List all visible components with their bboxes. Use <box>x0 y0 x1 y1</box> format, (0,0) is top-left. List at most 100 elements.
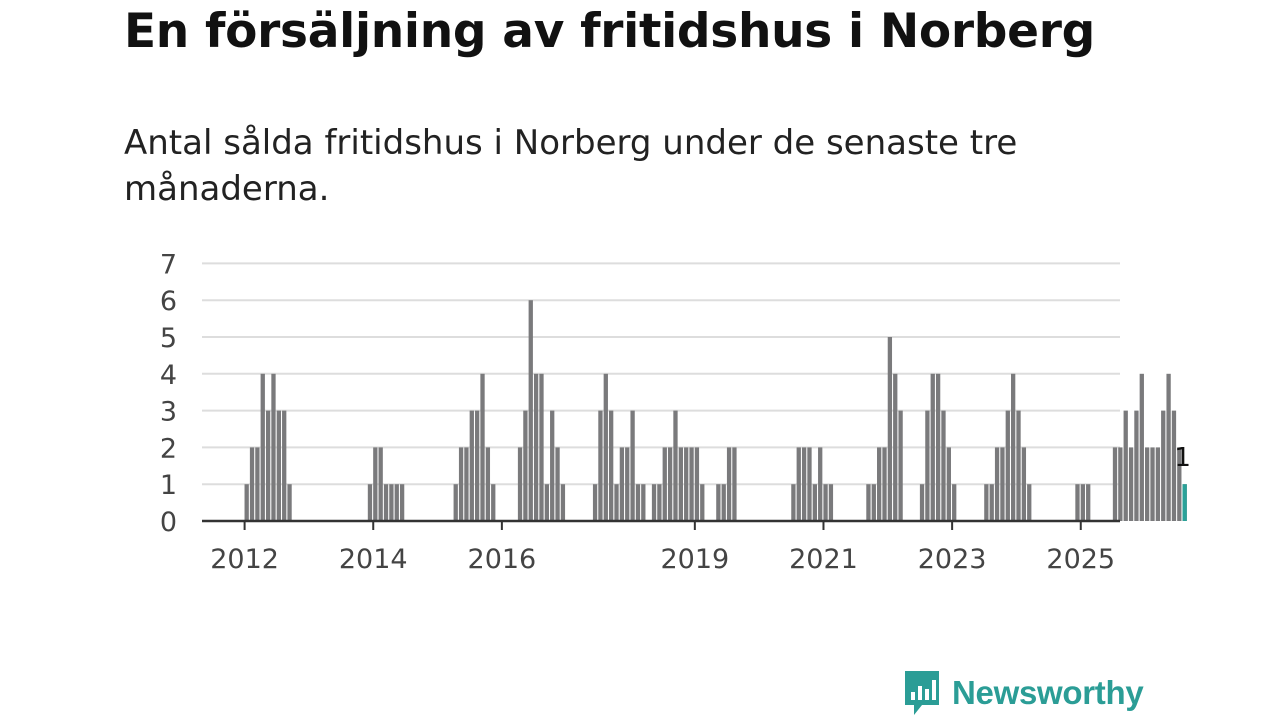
bar <box>1118 447 1123 521</box>
bar <box>694 447 700 521</box>
bar <box>378 447 383 521</box>
bar <box>828 484 834 521</box>
bar <box>1150 447 1155 521</box>
bar <box>1134 410 1139 521</box>
bar <box>925 410 930 521</box>
bar <box>373 447 378 521</box>
bar <box>1155 447 1161 521</box>
bar <box>244 484 249 521</box>
bar <box>1123 410 1128 521</box>
y-tick-label: 3 <box>160 397 177 428</box>
bar <box>394 484 399 521</box>
y-tick-label: 7 <box>160 249 177 280</box>
x-tick-label: 2012 <box>210 544 279 575</box>
bar <box>1112 447 1118 521</box>
highlight-value-label: 1 <box>1174 443 1191 473</box>
bar <box>823 484 828 521</box>
bar <box>801 447 807 521</box>
x-tick-label: 2016 <box>468 544 537 575</box>
y-tick-label: 1 <box>160 470 177 501</box>
bar <box>271 373 276 521</box>
bar-highlight <box>1182 484 1187 521</box>
bar <box>265 410 271 521</box>
bar <box>1128 447 1134 521</box>
bar <box>716 484 721 521</box>
bar <box>1139 373 1144 521</box>
y-tick-label: 0 <box>160 507 177 538</box>
bar <box>287 484 292 521</box>
bar <box>941 410 946 521</box>
bar <box>989 484 994 521</box>
bar <box>700 484 705 521</box>
bar <box>276 410 281 521</box>
bar <box>480 373 485 521</box>
bar <box>539 373 544 521</box>
bar <box>598 410 603 521</box>
bar <box>533 373 539 521</box>
bar <box>667 447 673 521</box>
bar <box>812 484 817 521</box>
bar <box>721 484 726 521</box>
bar <box>930 373 935 521</box>
bar <box>984 484 989 521</box>
chart-gridlines <box>202 262 1120 486</box>
bar <box>1145 447 1150 521</box>
y-tick-label: 2 <box>160 433 177 464</box>
bar <box>592 484 598 521</box>
bar <box>1086 484 1091 521</box>
bar <box>1005 410 1010 521</box>
bar <box>625 447 630 521</box>
bar <box>935 373 941 521</box>
bar <box>603 373 608 521</box>
bar <box>458 447 464 521</box>
bar <box>389 484 394 521</box>
bar <box>919 484 925 521</box>
y-axis-ticks: 0 1 2 3 4 5 6 7 <box>160 249 177 538</box>
bar <box>866 484 871 521</box>
bar <box>630 410 635 521</box>
bar <box>893 373 898 521</box>
bar <box>689 447 694 521</box>
bar <box>796 447 801 521</box>
brand-name: Newsworthy <box>952 674 1144 711</box>
y-tick-label: 5 <box>160 323 177 354</box>
bar <box>651 484 657 521</box>
bar <box>517 447 523 521</box>
y-tick-label: 6 <box>160 286 177 317</box>
x-tick-label: 2014 <box>339 544 408 575</box>
bar <box>523 410 528 521</box>
bar <box>485 447 491 521</box>
bar <box>684 447 689 521</box>
bar <box>560 484 566 521</box>
x-axis-ticks: 2012 2014 2016 2019 2021 2023 2025 <box>210 521 1115 575</box>
y-tick-label: 4 <box>160 360 177 391</box>
bar <box>678 447 683 521</box>
bar <box>528 300 533 521</box>
bar <box>726 447 732 521</box>
bar <box>1011 373 1016 521</box>
bar <box>619 447 625 521</box>
bar <box>882 447 887 521</box>
bar <box>635 484 641 521</box>
bar <box>260 373 265 521</box>
bar <box>1171 410 1177 521</box>
bar <box>255 447 260 521</box>
bar <box>555 447 560 521</box>
bar <box>732 447 737 521</box>
bar <box>282 410 287 521</box>
bar <box>464 447 469 521</box>
bar <box>673 410 678 521</box>
x-tick-label: 2025 <box>1046 544 1115 575</box>
bar <box>641 484 646 521</box>
bar <box>871 484 876 521</box>
newsworthy-logo: Newsworthy <box>902 668 1144 718</box>
bar <box>469 410 474 521</box>
bar <box>544 484 549 521</box>
x-tick-label: 2019 <box>660 544 729 575</box>
bar <box>1021 447 1027 521</box>
bar <box>491 484 496 521</box>
bar <box>550 410 555 521</box>
bar <box>1161 410 1166 521</box>
bar <box>475 410 480 521</box>
